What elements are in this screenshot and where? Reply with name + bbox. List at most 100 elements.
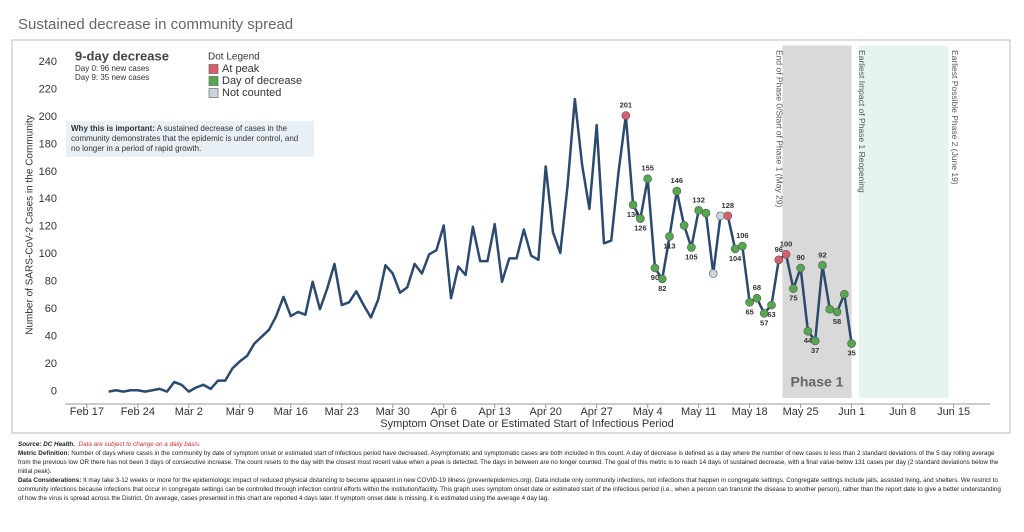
x-tick-label: Apr 13: [479, 406, 511, 418]
footer-metric: Metric Definition: Number of days where …: [18, 449, 1004, 476]
data-label: 201: [620, 101, 633, 110]
info-line: Day 0: 96 new cases: [75, 64, 149, 73]
data-label: 75: [789, 294, 797, 303]
x-tick-label: Mar 30: [376, 406, 410, 418]
data-label: 90: [651, 273, 659, 282]
status-dot: [738, 241, 747, 251]
status-dot: [665, 232, 674, 241]
status-dot: [840, 289, 849, 299]
data-label: 63: [767, 310, 775, 319]
considerations-text: It may take 3-12 weeks or more for the e…: [18, 477, 1001, 502]
status-dot: [701, 208, 711, 218]
y-tick-label: 200: [39, 111, 57, 123]
data-label: 132: [692, 195, 705, 204]
legend-swatch: [208, 88, 219, 98]
footer-source: Source: DC Health. Data are subject to c…: [18, 440, 1004, 449]
y-tick-label: 160: [39, 166, 57, 178]
status-dot: [745, 298, 754, 307]
data-label: 126: [634, 224, 647, 233]
x-tick-label: May 18: [732, 406, 768, 418]
y-tick-label: 140: [39, 193, 57, 205]
annotation: Earliest Impact of Phase 1 Reopening: [857, 50, 867, 193]
status-dot: [810, 336, 820, 346]
data-label: 113: [663, 241, 675, 250]
status-dot: [774, 255, 784, 265]
status-dot: [672, 186, 682, 196]
x-tick-label: May 4: [633, 406, 663, 418]
status-dot: [694, 206, 703, 215]
x-tick-label: Mar 9: [226, 406, 254, 418]
x-tick-label: Jun 1: [838, 406, 865, 418]
x-tick-label: Mar 2: [175, 406, 203, 418]
note-box: Why this is important: A sustained decre…: [66, 121, 314, 157]
data-label: 96: [775, 245, 783, 254]
legend-swatch: [208, 64, 219, 74]
data-label: 146: [671, 176, 684, 185]
data-label: 90: [796, 253, 804, 262]
status-dot: [767, 300, 776, 310]
data-label: 37: [811, 346, 819, 355]
legend-label: At peak: [222, 63, 260, 75]
status-dot: [723, 211, 733, 221]
status-dot: [716, 211, 725, 221]
status-dot: [752, 293, 762, 303]
legend-label: Day of decrease: [222, 75, 302, 87]
y-tick-label: 220: [39, 83, 57, 95]
status-dot: [847, 339, 856, 348]
status-dot: [687, 243, 696, 252]
status-dot: [708, 269, 718, 278]
x-tick-label: Feb 17: [70, 406, 104, 418]
info-title: 9-day decrease: [75, 48, 169, 63]
status-dot: [803, 326, 813, 336]
footer-considerations: Data Considerations: It may take 3-12 we…: [18, 476, 1004, 503]
region-label: Phase 1: [791, 374, 844, 390]
data-label: 68: [753, 283, 761, 292]
considerations-label: Data Considerations:: [18, 477, 82, 484]
legend-swatch: [208, 76, 219, 86]
x-tick-label: Feb 24: [121, 406, 155, 418]
status-dot: [636, 214, 645, 223]
y-tick-label: 0: [51, 386, 57, 398]
status-dot: [628, 200, 638, 210]
status-dot: [759, 309, 769, 318]
y-tick-label: 180: [39, 138, 57, 150]
y-tick-label: 60: [45, 303, 57, 315]
y-tick-label: 80: [45, 276, 57, 288]
chart-title: Sustained decrease in community spread: [18, 16, 293, 33]
data-label: 92: [818, 250, 826, 259]
x-tick-label: Mar 23: [325, 406, 359, 418]
x-tick-label: May 25: [783, 406, 819, 418]
footer: Source: DC Health. Data are subject to c…: [18, 440, 1004, 503]
data-label: 104: [729, 254, 742, 263]
data-label: 106: [736, 231, 749, 240]
y-tick-label: 40: [45, 331, 57, 343]
data-label: 136: [627, 210, 640, 219]
data-label: 82: [658, 284, 666, 293]
note-heading: Why this is important:: [71, 124, 155, 133]
data-label: 35: [847, 349, 855, 358]
phase-region: [858, 45, 949, 398]
status-dot: [730, 244, 740, 254]
source-text: Data are subject to change on a daily ba…: [78, 441, 201, 448]
status-dot: [832, 307, 842, 317]
y-tick-label: 240: [39, 56, 57, 68]
legend-label: Not counted: [222, 87, 281, 99]
x-tick-label: Jun 8: [889, 406, 916, 418]
data-label: 44: [804, 336, 813, 345]
data-label: 155: [641, 164, 654, 173]
status-dot: [818, 260, 827, 270]
y-tick-label: 100: [39, 248, 57, 260]
status-dot: [796, 263, 805, 273]
info-line: Day 9: 35 new cases: [75, 73, 149, 82]
data-label: 58: [833, 317, 841, 326]
status-dot: [789, 284, 798, 293]
metric-text: Number of days where cases in the commun…: [18, 450, 999, 475]
x-tick-label: Apr 27: [580, 406, 612, 418]
status-dot: [657, 274, 667, 284]
chart-frame: [11, 39, 1011, 434]
data-label: 105: [685, 252, 698, 261]
x-tick-label: May 11: [681, 406, 716, 418]
data-label: 57: [760, 318, 768, 327]
